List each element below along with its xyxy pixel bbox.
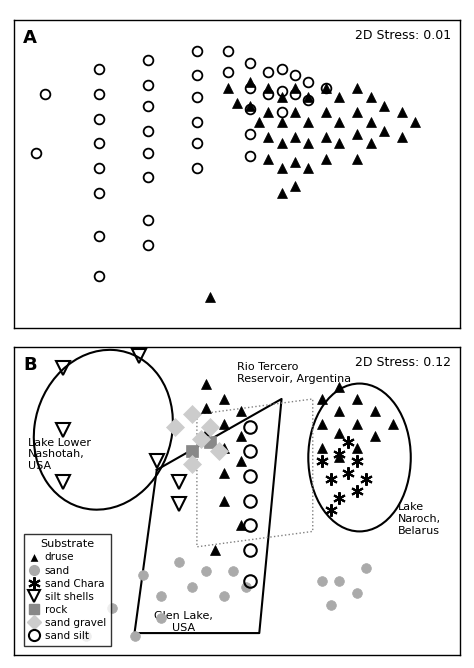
Text: 2D Stress: 0.01: 2D Stress: 0.01 bbox=[355, 29, 451, 42]
Legend: druse, sand, sand Chara, silt shells, rock, sand gravel, sand silt: druse, sand, sand Chara, silt shells, ro… bbox=[24, 534, 111, 647]
Text: 2D Stress: 0.12: 2D Stress: 0.12 bbox=[355, 356, 451, 369]
Text: B: B bbox=[23, 356, 37, 374]
Text: Glen Lake,
USA: Glen Lake, USA bbox=[154, 611, 213, 633]
Text: Lake
Naroch,
Belarus: Lake Naroch, Belarus bbox=[397, 502, 440, 536]
Text: A: A bbox=[23, 29, 37, 47]
Text: Rio Tercero
Reservoir, Argentina: Rio Tercero Reservoir, Argentina bbox=[237, 362, 351, 383]
Text: Lake Lower
Nashotah,
USA: Lake Lower Nashotah, USA bbox=[27, 438, 91, 471]
